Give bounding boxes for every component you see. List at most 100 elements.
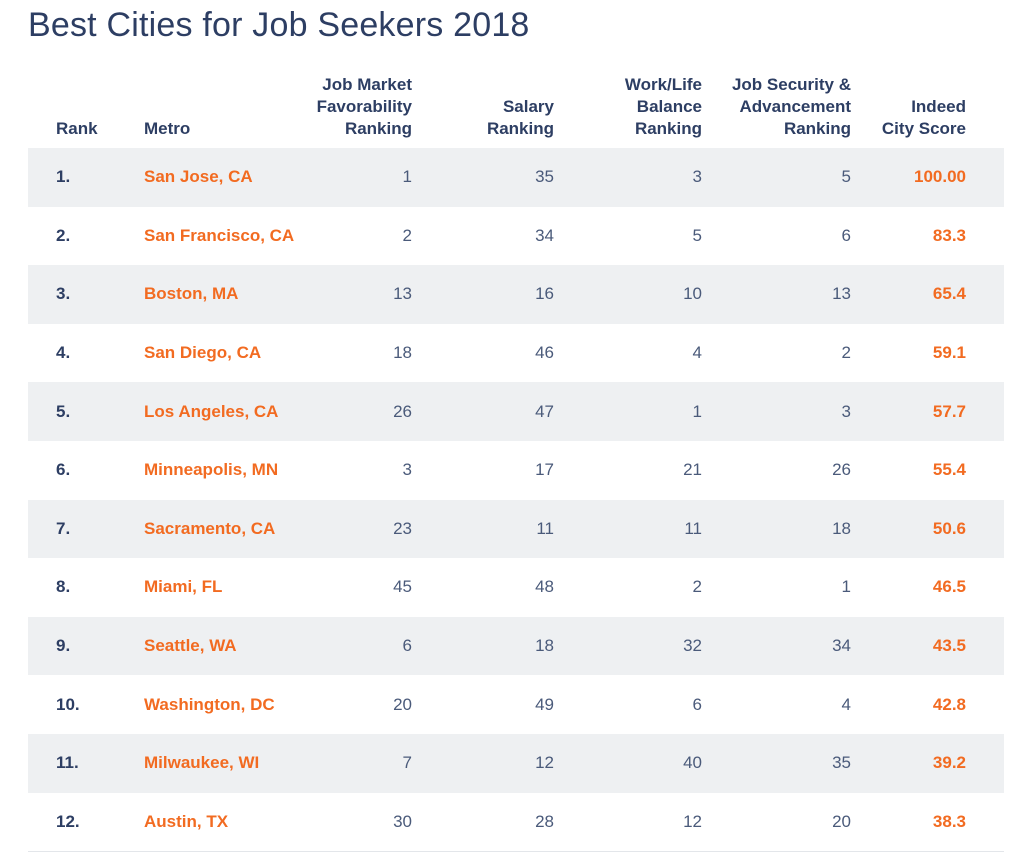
cell-work-life: 6 xyxy=(692,694,702,714)
cell-rank: 11. xyxy=(28,733,144,793)
cell-job-security: 26 xyxy=(832,460,851,480)
header-metro: Metro xyxy=(144,119,191,138)
table-row: 5. Los Angeles, CA 26 47 1 3 57.7 xyxy=(28,382,1004,441)
cell-work-life: 3 xyxy=(554,148,702,207)
cell-score: 42.8 xyxy=(932,694,966,714)
cell-metro: San Diego, CA xyxy=(144,343,262,363)
table-row: 8. Miami, FL 45 48 2 1 46.5 xyxy=(28,558,1004,617)
cell-job-market: 6 xyxy=(284,616,412,676)
cell-score: 39.2 xyxy=(851,733,1004,793)
cell-salary: 34 xyxy=(535,225,554,245)
cell-score: 57.7 xyxy=(851,382,1004,441)
cell-work-life: 4 xyxy=(692,343,702,363)
cell-job-security: 34 xyxy=(702,616,851,676)
header-job-security-line-3: Ranking xyxy=(783,119,851,138)
header-score-line-2: City Score xyxy=(881,119,966,138)
cell-job-market: 26 xyxy=(284,382,412,441)
header-salary-line-1: Salary xyxy=(502,97,554,116)
cell-job-security: 6 xyxy=(841,225,851,245)
cell-metro: Minneapolis, MN xyxy=(144,460,279,480)
cell-rank: 4. xyxy=(56,343,71,363)
cell-job-security: 2 xyxy=(841,343,851,363)
cell-score: 55.4 xyxy=(932,460,966,480)
cell-metro: Milwaukee, WI xyxy=(144,733,284,793)
cell-job-security: 3 xyxy=(702,382,851,441)
table-row: 3. Boston, MA 13 16 10 13 65.4 xyxy=(28,265,1004,324)
cell-score: 83.3 xyxy=(932,225,966,245)
table-row: 12. Austin, TX 30 28 12 20 38.3 xyxy=(28,792,1004,853)
cell-score: 38.3 xyxy=(851,792,1004,853)
cell-work-life: 11 xyxy=(554,499,702,559)
cell-rank: 3. xyxy=(28,265,144,324)
cell-rank: 2. xyxy=(56,225,71,245)
header-job-market-line-1: Job Market xyxy=(322,75,412,94)
cell-job-market: 7 xyxy=(284,733,412,793)
header-score: Indeed City Score xyxy=(851,74,1004,148)
cell-metro: San Francisco, CA xyxy=(144,225,295,245)
cell-salary: 46 xyxy=(535,343,554,363)
table-row: 2. San Francisco, CA 2 34 5 6 83.3 xyxy=(28,207,1004,266)
cell-work-life: 40 xyxy=(554,733,702,793)
cell-job-market: 45 xyxy=(393,577,412,597)
table-body: 1. San Jose, CA 1 35 3 5 100.00 2. San Francisco… xyxy=(28,148,1004,853)
table-row: 1. San Jose, CA 1 35 3 5 100.00 xyxy=(28,148,1004,207)
cell-score: 65.4 xyxy=(851,265,1004,324)
cell-metro: Boston, MA xyxy=(144,265,284,324)
cell-metro: Sacramento, CA xyxy=(144,499,284,559)
header-score-line-1: Indeed xyxy=(911,97,966,116)
header-work-life-line-2: Balance xyxy=(636,97,702,116)
cell-job-market: 20 xyxy=(393,694,412,714)
cell-work-life: 21 xyxy=(683,460,702,480)
cell-job-security: 4 xyxy=(841,694,851,714)
cell-metro: Seattle, WA xyxy=(144,616,284,676)
cell-score: 50.6 xyxy=(851,499,1004,559)
header-work-life: Work/Life Balance Ranking xyxy=(554,74,702,148)
cell-job-market: 23 xyxy=(284,499,412,559)
cell-work-life: 32 xyxy=(554,616,702,676)
cell-job-security: 20 xyxy=(702,792,851,853)
header-job-security: Job Security & Advancement Ranking xyxy=(702,74,851,148)
cell-salary: 35 xyxy=(412,148,554,207)
page-title: Best Cities for Job Seekers 2018 xyxy=(28,6,530,44)
cell-score: 59.1 xyxy=(932,343,966,363)
cell-salary: 12 xyxy=(412,733,554,793)
table-row: 6. Minneapolis, MN 3 17 21 26 55.4 xyxy=(28,441,1004,500)
table-row: 10. Washington, DC 20 49 6 4 42.8 xyxy=(28,675,1004,734)
header-salary-line-2: Ranking xyxy=(486,119,554,138)
cell-salary: 18 xyxy=(412,616,554,676)
cell-salary: 28 xyxy=(412,792,554,853)
cell-rank: 10. xyxy=(56,694,80,714)
cell-job-market: 13 xyxy=(284,265,412,324)
cell-metro: Austin, TX xyxy=(144,792,284,853)
cell-job-security: 18 xyxy=(702,499,851,559)
header-rank: Rank xyxy=(56,119,98,138)
header-work-life-line-3: Ranking xyxy=(634,119,702,138)
cell-job-market: 30 xyxy=(284,792,412,853)
cell-score: 46.5 xyxy=(932,577,966,597)
cell-work-life: 10 xyxy=(554,265,702,324)
table-row: 4. San Diego, CA 18 46 4 2 59.1 xyxy=(28,324,1004,383)
header-job-security-line-1: Job Security & xyxy=(731,75,851,94)
cell-metro: Los Angeles, CA xyxy=(144,382,284,441)
cell-metro: Washington, DC xyxy=(144,694,275,714)
header-job-market: Job Market Favorability Ranking xyxy=(284,74,412,148)
cell-work-life: 5 xyxy=(692,225,702,245)
rankings-table: Rank Metro Job Market Favorability Ranki… xyxy=(28,74,1004,853)
cell-job-security: 35 xyxy=(702,733,851,793)
cell-job-security: 1 xyxy=(841,577,851,597)
table-row: 11. Milwaukee, WI 7 12 40 35 39.2 xyxy=(28,733,1004,793)
table-row: 7. Sacramento, CA 23 11 11 18 50.6 xyxy=(28,499,1004,559)
cell-salary: 11 xyxy=(412,499,554,559)
table-row: 9. Seattle, WA 6 18 32 34 43.5 xyxy=(28,616,1004,676)
cell-job-market: 1 xyxy=(284,148,412,207)
header-work-life-line-1: Work/Life xyxy=(624,75,702,94)
cell-work-life: 1 xyxy=(554,382,702,441)
cell-score: 100.00 xyxy=(851,148,1004,207)
header-job-market-line-3: Ranking xyxy=(344,119,412,138)
cell-rank: 9. xyxy=(28,616,144,676)
cell-metro: Miami, FL xyxy=(144,577,223,597)
cell-salary: 17 xyxy=(535,460,554,480)
cell-salary: 49 xyxy=(535,694,554,714)
cell-salary: 48 xyxy=(535,577,554,597)
